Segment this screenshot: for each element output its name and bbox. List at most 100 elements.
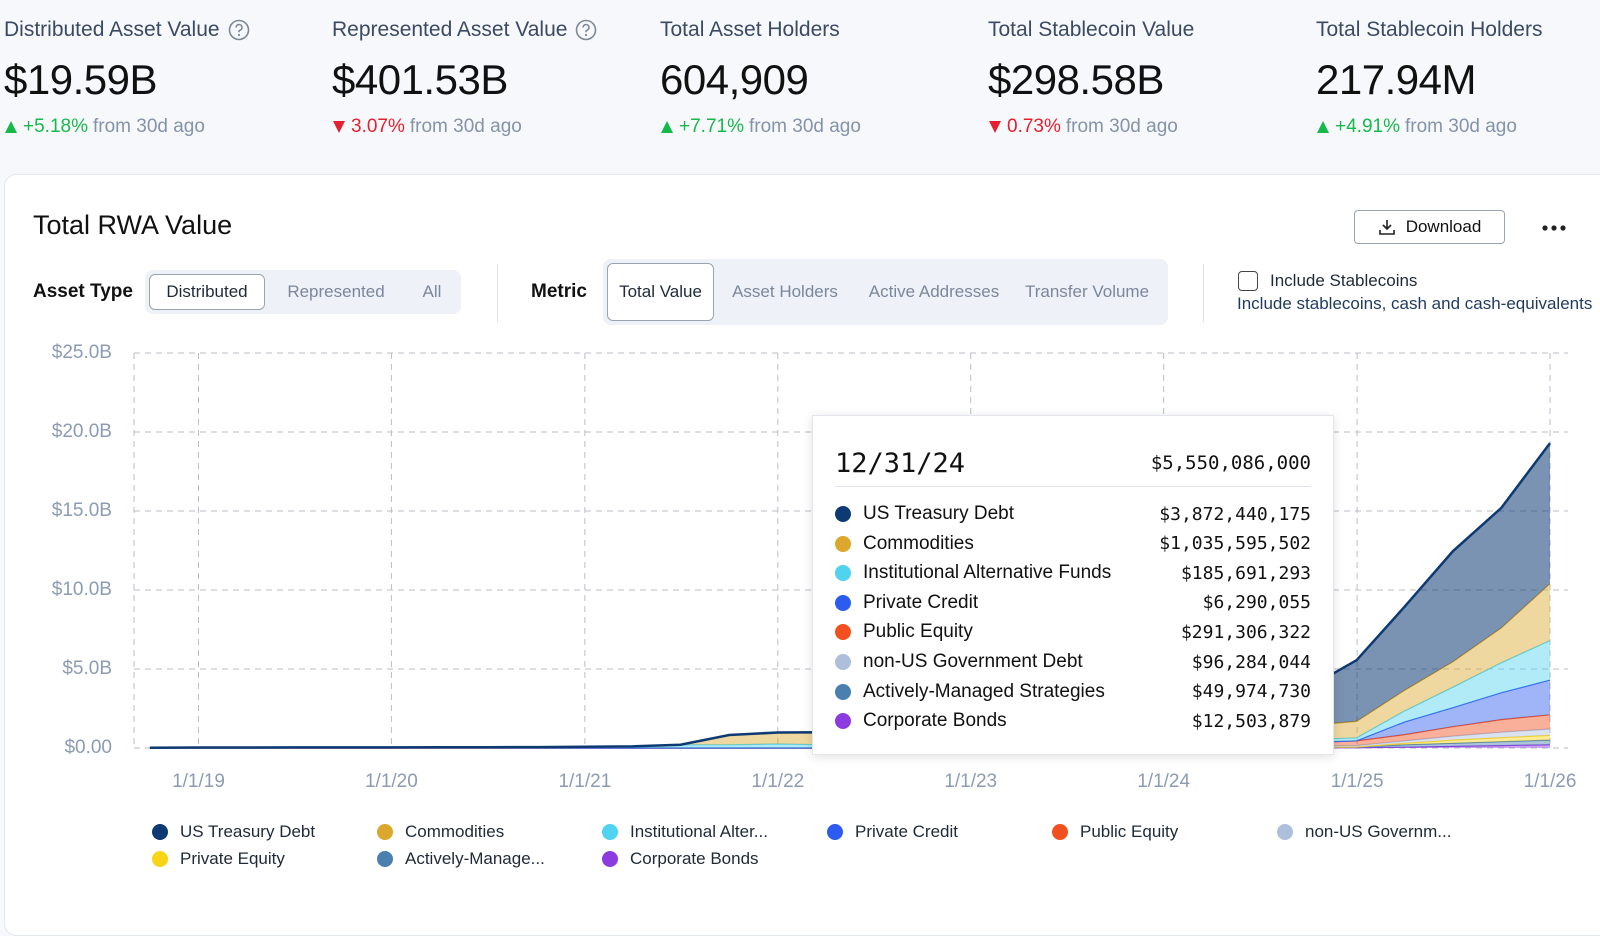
segment-option[interactable]: Asset Holders [732, 282, 838, 301]
segment-option[interactable]: Distributed [149, 274, 265, 310]
legend-item[interactable]: Institutional Alter... [602, 822, 768, 842]
legend-item[interactable]: non-US Governm... [1277, 822, 1451, 842]
stat-change-row: +7.71% from 30d ago [660, 116, 980, 138]
stat-change-row: +4.91% from 30d ago [1316, 116, 1600, 138]
tooltip-row: Actively-Managed Strategies $49,974,730 [835, 678, 1311, 706]
legend-label: Institutional Alter... [630, 822, 768, 841]
arrow-shape [989, 121, 1001, 133]
legend-label: Private Equity [180, 849, 285, 868]
legend-item[interactable]: Commodities [377, 822, 504, 842]
info-dot [585, 33, 588, 37]
more-menu[interactable] [1540, 222, 1570, 234]
stat-period: from 30d ago [748, 116, 861, 137]
trend-arrow [989, 121, 1001, 133]
legend-item[interactable]: Actively-Manage... [377, 849, 545, 869]
download-button[interactable]: Download [1354, 210, 1505, 244]
page: Total RWA Value { "stats": [ {"label": "… [4, 14, 1600, 936]
download-icon [1378, 220, 1395, 235]
stablecoin-label[interactable]: Include Stablecoins [1270, 271, 1418, 290]
tooltip-name: Institutional Alternative Funds [863, 562, 1112, 584]
separator [1203, 264, 1204, 322]
tooltip-swatch [835, 654, 851, 670]
asset-type-label: Asset Type [33, 281, 133, 302]
tooltip-value: $1,035,595,502 [1159, 533, 1311, 555]
stat-label: Total Stablecoin Value [988, 18, 1195, 41]
stat-card: Total Asset Holders 604,909 +7.71% from 30d… [660, 14, 980, 138]
stat-change: +4.91% [1335, 116, 1400, 137]
y-tick-label: $20.0B [52, 421, 112, 442]
legend-label: non-US Governm... [1305, 822, 1452, 841]
tooltip-value: $96,284,044 [1191, 651, 1311, 673]
stat-label: Represented Asset Value [332, 18, 568, 41]
legend-label: Actively-Manage... [405, 849, 545, 868]
segment-option[interactable]: Active Addresses [868, 282, 1000, 301]
stat-value: $19.59B [4, 56, 157, 103]
arrow-shape [333, 121, 345, 133]
stat-label: Distributed Asset Value [4, 18, 220, 41]
tooltip-row: Corporate Bonds $12,503,879 [835, 707, 1311, 735]
segment-option[interactable]: All [422, 282, 442, 301]
legend-swatch [377, 851, 393, 867]
stat-change: 0.73% [1007, 116, 1061, 137]
trend-arrow [333, 121, 345, 133]
y-tick-label: $15.0B [52, 500, 112, 521]
stat-change-row: 3.07% from 30d ago [332, 116, 652, 138]
stablecoin-description: Include stablecoins, cash and cash-equiv… [1237, 294, 1593, 313]
stat-period: from 30d ago [1065, 116, 1178, 137]
tooltip-swatch [835, 594, 851, 611]
trend-arrow [1317, 121, 1329, 133]
segment-option[interactable]: Represented [287, 282, 385, 301]
segment-option[interactable]: Total Value [607, 263, 714, 321]
tooltip-name: Corporate Bonds [863, 710, 1007, 732]
legend-item[interactable]: Corporate Bonds [602, 849, 759, 869]
stat-label-row: Total Asset Holders [660, 14, 980, 46]
tooltip-name: Private Credit [863, 591, 979, 613]
stat-change-row: 0.73% from 30d ago [988, 116, 1308, 138]
legend-swatch [602, 851, 618, 867]
tooltip-value: $6,290,055 [1202, 592, 1311, 614]
separator [497, 264, 498, 322]
stat-label: Total Asset Holders [660, 18, 840, 41]
tooltip-name: Commodities [863, 532, 974, 554]
stat-label: Total Stablecoin Holders [1316, 18, 1543, 41]
info-mark [582, 23, 591, 33]
legend-label: Commodities [405, 822, 505, 841]
arrow-shape [1317, 121, 1329, 133]
tooltip-swatch [835, 506, 851, 522]
tooltip-value: $291,306,322 [1180, 621, 1311, 643]
legend-item[interactable]: Private Equity [152, 849, 285, 869]
stat-change-row: +5.18% from 30d ago [4, 116, 324, 138]
x-tick-label: 1/1/20 [365, 771, 418, 792]
stablecoin-checkbox[interactable] [1238, 271, 1258, 291]
legend-item[interactable]: Private Credit [827, 822, 958, 842]
stat-card: Total Stablecoin Value $298.58B 0.73% from … [988, 14, 1308, 138]
legend-item[interactable]: Public Equity [1052, 822, 1178, 842]
tooltip-value: $185,691,293 [1180, 562, 1311, 584]
tooltip-date: 12/31/24 [835, 447, 966, 479]
tooltip-swatch [835, 683, 851, 700]
stat-label-row: Total Stablecoin Holders [1316, 14, 1600, 46]
legend-swatch [1277, 824, 1293, 840]
x-tick-label: 1/1/22 [751, 771, 804, 792]
download-label: Download [1405, 217, 1482, 236]
x-tick-label: 1/1/19 [172, 771, 225, 792]
legend-swatch [152, 824, 168, 840]
segment-option[interactable]: Transfer Volume [1024, 282, 1150, 301]
asset-type-control: Distributed Represented All [145, 270, 461, 314]
tooltip-row: Private Credit $6,290,055 [835, 589, 1311, 617]
tooltip-row: Commodities $1,035,595,502 [835, 530, 1311, 558]
tooltip-row: US Treasury Debt $3,872,440,175 [835, 500, 1311, 528]
arrow-shape [5, 121, 17, 133]
tooltip-value: $12,503,879 [1191, 710, 1311, 732]
stat-card: Total Stablecoin Holders 217.94M +4.91% fro… [1316, 14, 1600, 138]
metric-control: Total Value Asset Holders Active Addresses… [603, 259, 1168, 325]
legend-item[interactable]: US Treasury Debt [152, 822, 315, 842]
info-circle [576, 19, 597, 41]
legend-swatch [827, 824, 843, 840]
x-tick-label: 1/1/23 [944, 771, 997, 792]
stat-label-row: Distributed Asset Value [4, 14, 324, 46]
tooltip-value: $3,872,440,175 [1159, 503, 1311, 525]
stat-change: 3.07% [351, 116, 405, 137]
y-tick-label: $5.0B [62, 658, 112, 679]
stat-card: Represented Asset Value $401.53B 3.07% from… [332, 14, 652, 138]
